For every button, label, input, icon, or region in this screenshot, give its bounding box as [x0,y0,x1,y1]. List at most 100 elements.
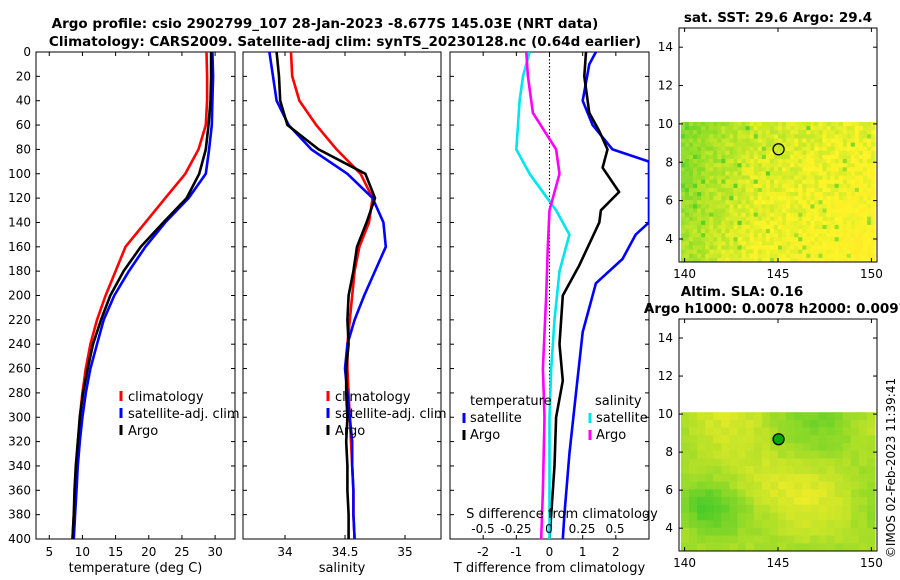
heatmap-cell [769,245,775,251]
heatmap-cell [761,419,771,429]
heatmap-cell [745,504,755,513]
y-tick-label: 4 [665,521,673,535]
heatmap-cell [842,216,848,222]
heatmap-cell [725,130,730,135]
heatmap-cell [765,183,771,189]
heatmap-cell [680,138,686,144]
heatmap-cell [826,233,832,238]
heatmap-cell [709,241,714,246]
heatmap-cell [761,175,767,181]
y-tick-label: 200 [8,289,31,303]
heatmap-cell [854,142,860,148]
heatmap-cell [786,171,791,176]
heatmap-cell [713,245,718,251]
heatmap-cell [709,134,714,139]
heatmap-cell [834,473,844,483]
heatmap-cell [753,122,759,127]
heatmap-cell [867,150,872,156]
heatmap-cell [806,183,811,189]
heatmap-cell [806,249,811,255]
heatmap-cell [721,212,726,218]
heatmap-cell [713,543,722,552]
heatmap-cell [810,208,815,214]
heatmap-cell [705,535,714,544]
heatmap-cell [854,126,860,131]
heatmap-cell [680,419,690,429]
heatmap-cell [867,512,876,521]
heatmap-cell [689,216,694,222]
heatmap-cell [741,146,747,152]
heatmap-cell [745,497,755,506]
heatmap-cell [826,520,836,529]
heatmap-cell [802,196,807,201]
heatmap-cell [806,146,811,152]
heatmap-cell [705,216,710,222]
heatmap-cell [717,187,722,193]
heatmap-cell [761,154,767,160]
heatmap-cell [701,146,706,152]
heatmap-cell [684,146,690,152]
heatmap-cell [850,419,860,429]
heatmap-cell [834,130,840,135]
heatmap-cell [757,196,763,201]
heatmap-cell [680,212,686,218]
heatmap-cell [774,216,779,222]
heatmap-cell [745,212,751,218]
heatmap-cell [753,163,759,168]
heatmap-cell [721,179,726,185]
heatmap-cell [802,187,807,193]
heatmap-cell [863,245,868,251]
heatmap-cell [814,216,819,222]
heatmap-cell [737,208,742,214]
heatmap-cell [850,208,856,214]
heatmap-cell [769,187,775,193]
heatmap-cell [680,150,686,156]
salinity-panel: 34 34.5 35salinityclimatologysatellite-adj… [242,51,447,576]
heatmap-cell [778,520,787,529]
heatmap-cell [858,183,864,189]
heatmap-cell [818,489,828,498]
heatmap-cell [721,237,726,242]
heatmap-cell [798,187,803,193]
heatmap-cell [741,150,747,156]
legend-s-satellite: satellite [596,411,648,426]
heatmap-cell [867,163,872,168]
heatmap-cell [717,224,722,230]
heatmap-cell [725,134,730,139]
heatmap-cell [745,204,751,209]
heatmap-cell [858,200,864,205]
heatmap-cell [757,200,763,205]
heatmap-cell [826,175,832,181]
heatmap-cell [689,481,698,490]
heatmap-cell [713,489,722,498]
heatmap-cell [818,229,823,234]
heatmap-cell [684,150,690,156]
heatmap-cell [802,154,807,160]
heatmap-cell [786,504,795,513]
heatmap-cell [858,126,864,131]
heatmap-cell [830,257,836,263]
heatmap-cell [741,208,747,214]
x-tick-label: 10 [75,545,90,559]
heatmap-cell [717,216,722,222]
heatmap-cell [834,220,840,226]
heatmap-cell [867,229,872,234]
heatmap-cell [680,412,690,421]
heatmap-cell [802,212,807,218]
heatmap-cell [802,237,807,242]
heatmap-cell [717,208,722,214]
heatmap-cell [705,435,714,444]
heatmap-cell [867,146,872,152]
heatmap-cell [867,208,872,214]
heatmap-cell [810,512,819,521]
heatmap-cell [684,233,690,238]
heatmap-cell [810,167,815,172]
heatmap-cell [867,179,872,185]
heatmap-cell [709,146,714,152]
heatmap-cell [818,142,823,148]
heatmap-cell [729,504,738,513]
heatmap-cell [778,192,783,197]
heatmap-cell [802,150,807,156]
heatmap-cell [713,167,718,172]
heatmap-cell [826,512,836,521]
